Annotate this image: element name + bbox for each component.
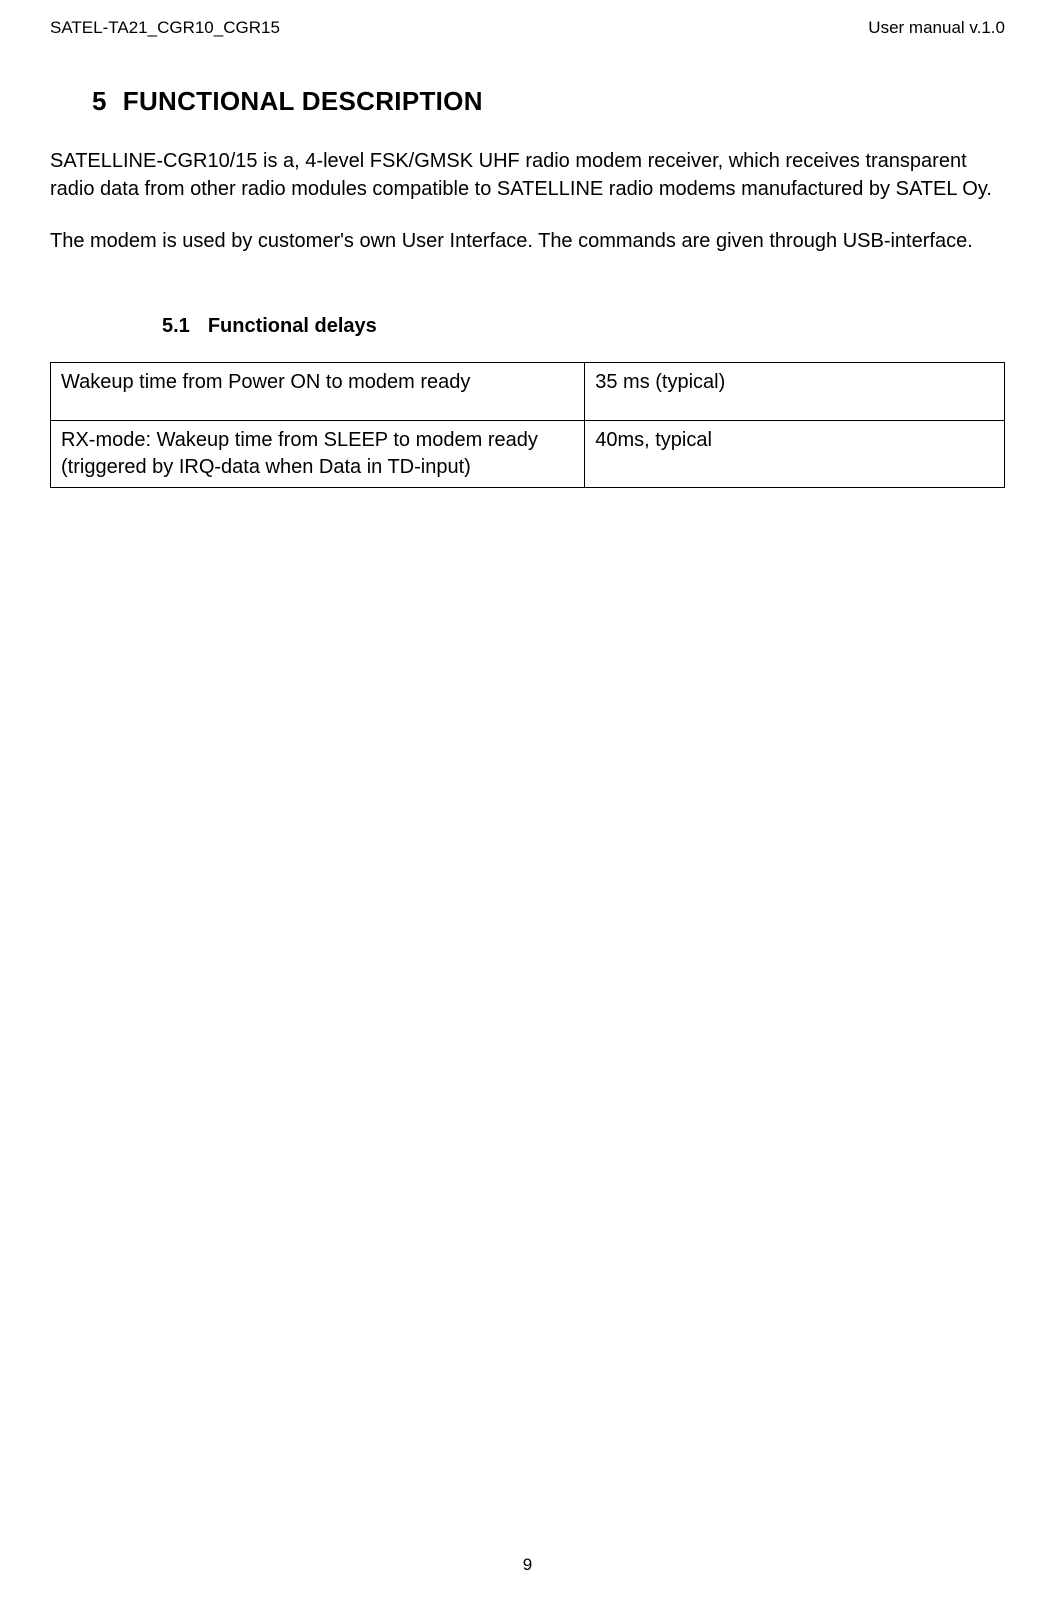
paragraph-1: SATELLINE-CGR10/15 is a, 4-level FSK/GMS… [50, 147, 1005, 203]
header-left: SATEL-TA21_CGR10_CGR15 [50, 18, 280, 38]
table-cell: RX-mode: Wakeup time from SLEEP to modem… [51, 421, 585, 488]
paragraph-2: The modem is used by customer's own User… [50, 227, 1005, 255]
subsection-title: Functional delays [208, 315, 377, 337]
section-title: FUNCTIONAL DESCRIPTION [123, 86, 483, 116]
subsection-number: 5.1 [162, 315, 190, 338]
header-right: User manual v.1.0 [868, 18, 1005, 38]
subsection-heading: 5.1 Functional delays [162, 315, 1005, 338]
table-row: Wakeup time from Power ON to modem ready… [51, 363, 1005, 421]
functional-delays-table: Wakeup time from Power ON to modem ready… [50, 362, 1005, 488]
page-number: 9 [523, 1555, 532, 1575]
table-cell: Wakeup time from Power ON to modem ready [51, 363, 585, 421]
section-heading: 5 FUNCTIONAL DESCRIPTION [92, 86, 1005, 117]
table-cell: 35 ms (typical) [585, 363, 1005, 421]
section-number: 5 [92, 86, 107, 117]
page-header: SATEL-TA21_CGR10_CGR15 User manual v.1.0 [50, 18, 1005, 38]
table-row: RX-mode: Wakeup time from SLEEP to modem… [51, 421, 1005, 488]
table-cell: 40ms, typical [585, 421, 1005, 488]
